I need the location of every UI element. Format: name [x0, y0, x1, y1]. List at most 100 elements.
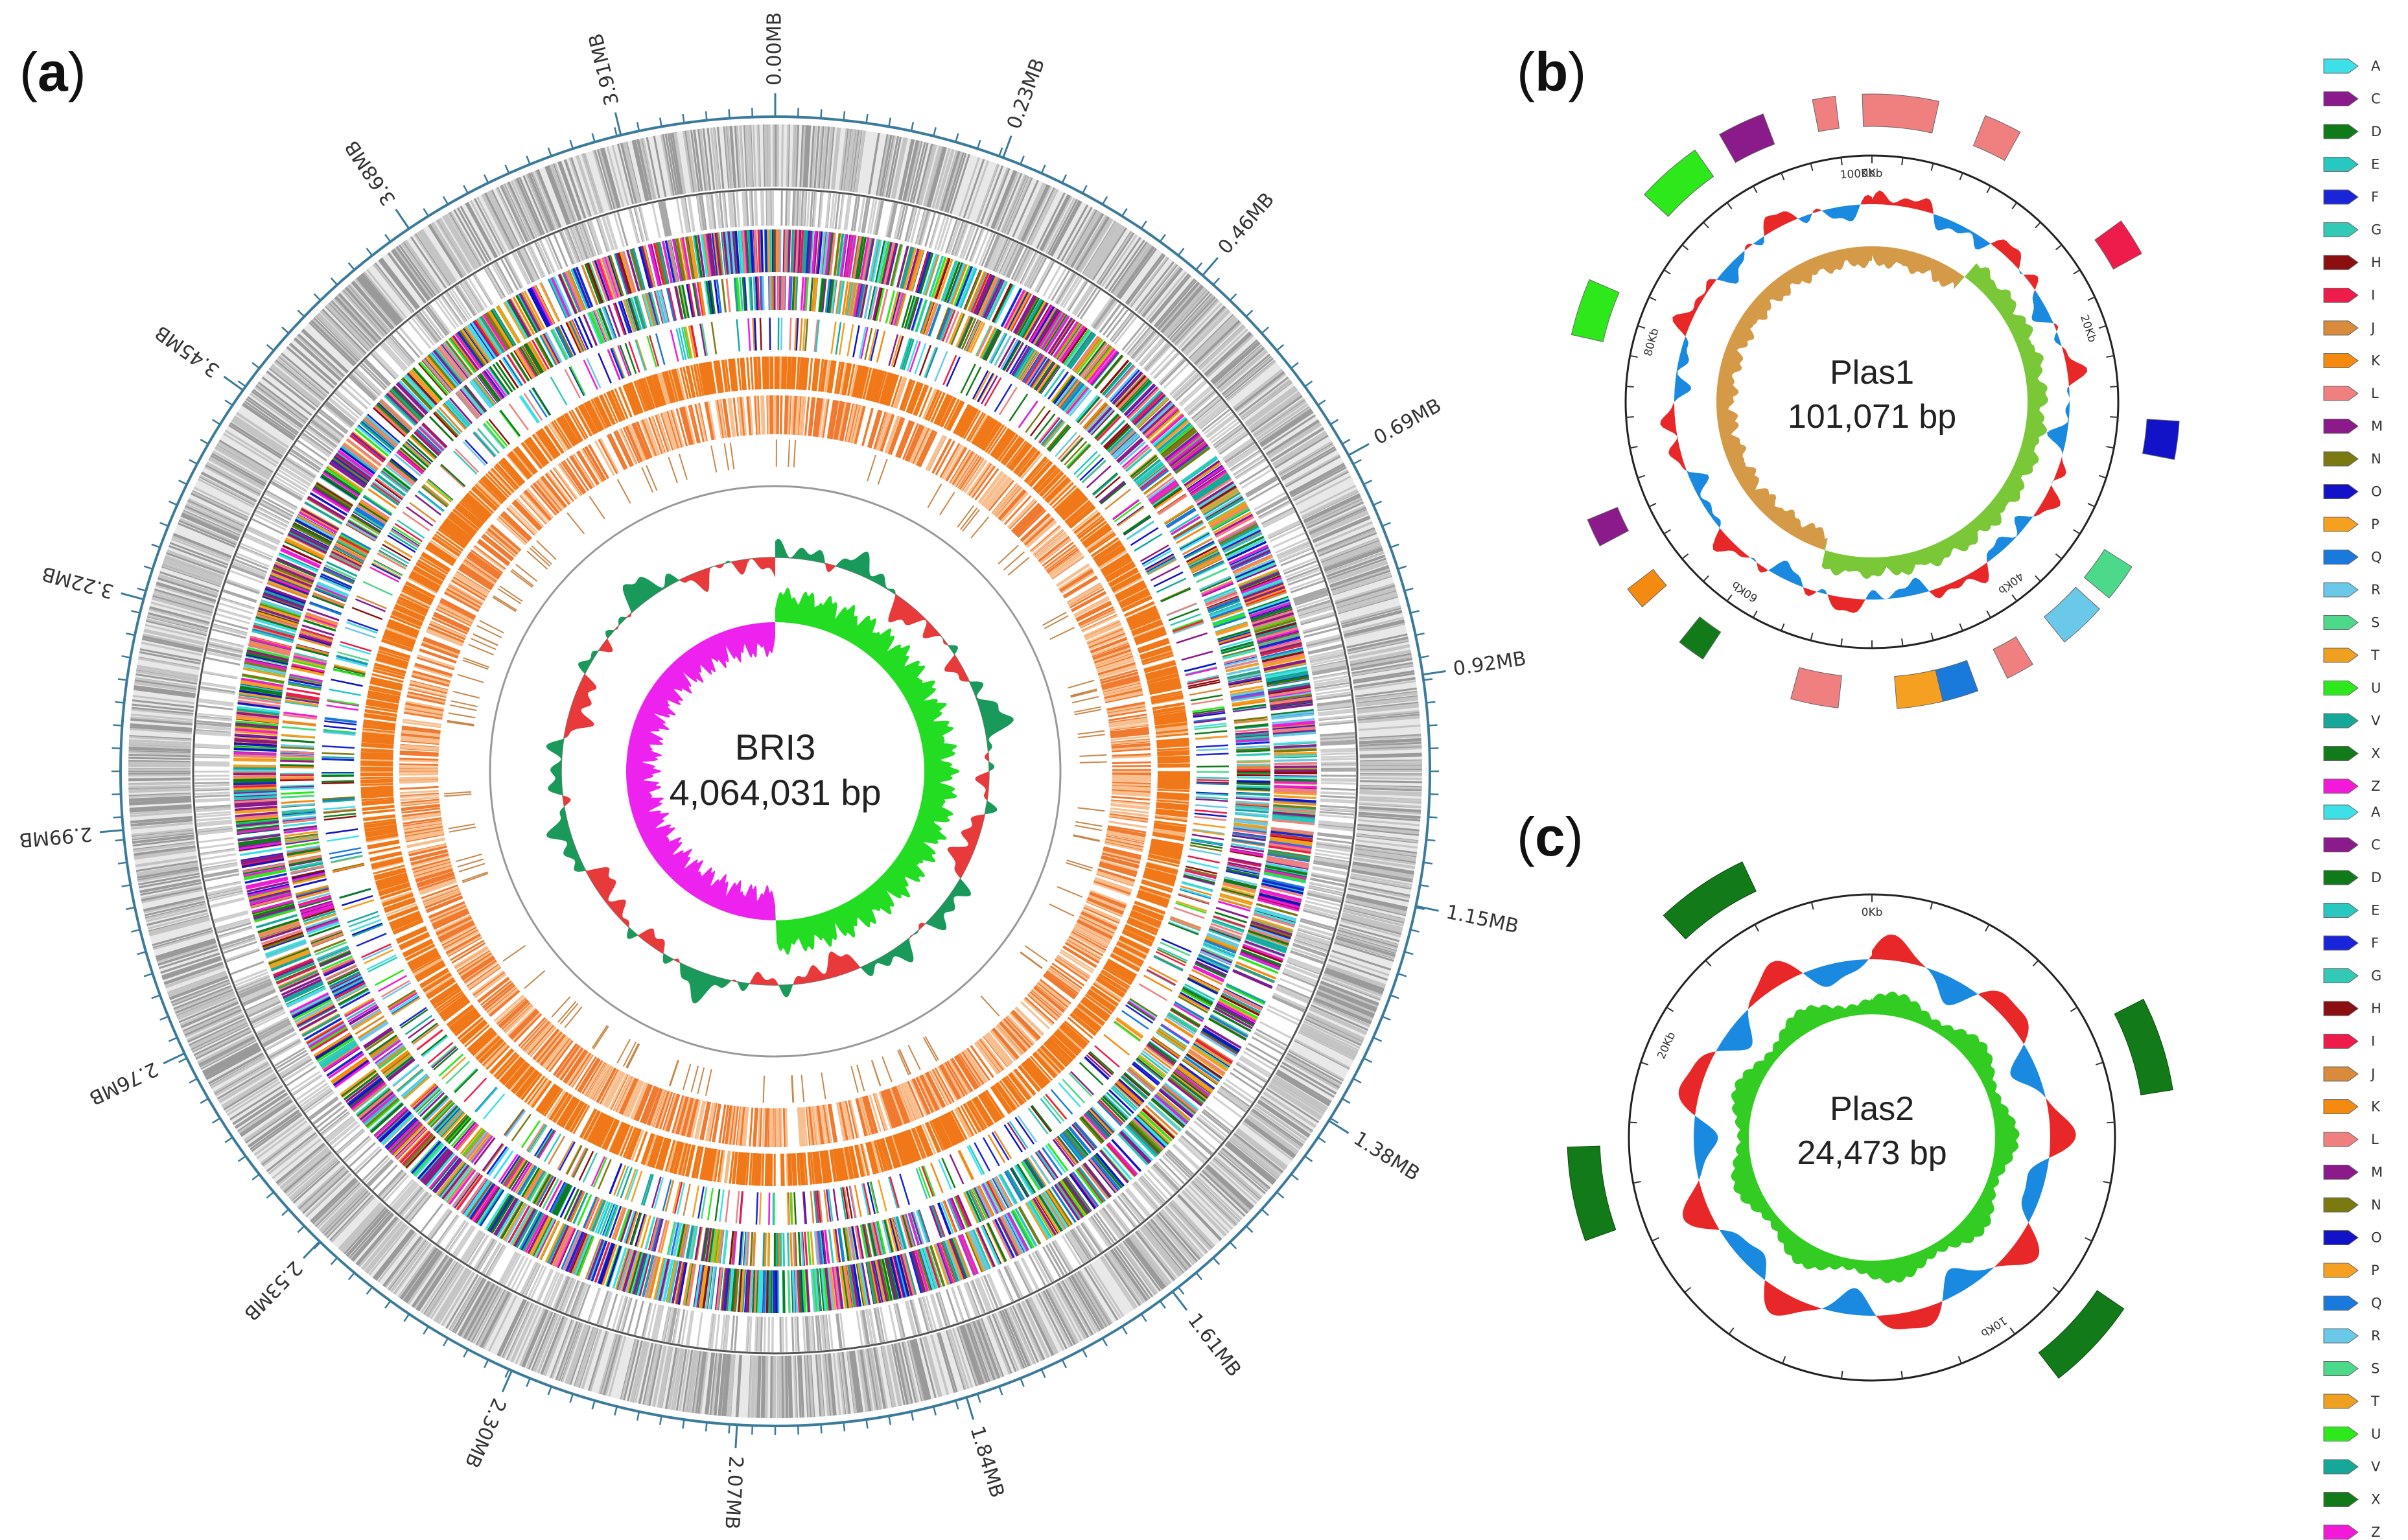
legend-arrow-s: [2323, 615, 2359, 630]
plasmid1-feature: [1812, 95, 1840, 132]
cog-ring-reverse-stripes: [281, 275, 1270, 1266]
cog-ring-forward-stripes: [233, 229, 1317, 1313]
legend-arrow-e: [2323, 157, 2359, 172]
cog-ring-rna-stripes: [326, 318, 1217, 1225]
cog-legend-top: A C D E F G H I J K L M N O P Q R S T U V XZ: [2323, 58, 2383, 794]
legend-label-g: G: [2371, 222, 2381, 238]
cog-ring-rna-stripes: [340, 325, 1229, 1225]
legend-label-a: A: [2371, 804, 2381, 820]
chromosome-size: 4,064,031 bp: [670, 772, 882, 813]
gc-skew-positive: [775, 587, 960, 955]
legend-arrow-k: [2323, 1099, 2359, 1114]
cog-ring-rna-stripes: [321, 342, 1228, 1093]
legend-label-n: N: [2371, 451, 2381, 467]
legend-arrow-i: [2323, 288, 2359, 303]
legend-arrow-d: [2323, 124, 2359, 139]
legend-label-q: Q: [2371, 1296, 2382, 1311]
plasmid1-feature: [1993, 636, 2033, 679]
cog-ring-reverse: [279, 275, 1271, 1267]
plasmid2-name: Plas2: [1830, 1090, 1914, 1128]
legend-label-h: H: [2371, 255, 2381, 270]
legend-arrow-l: [2323, 1132, 2359, 1147]
plasmid1-feature: [1627, 568, 1667, 608]
legend-arrow-o: [2323, 1230, 2359, 1245]
legend-arrow-r: [2323, 1328, 2359, 1344]
plasmid1-feature: [1862, 93, 1940, 134]
plasmid1-feature: [2083, 549, 2133, 599]
chromosome-map: 0.00MB0.23MB0.46MB0.69MB0.92MB1.15MB1.38…: [18, 12, 1528, 1530]
plasmid2-feature: [2038, 1290, 2125, 1379]
panel-c-label: (c): [1517, 806, 1584, 867]
legend-label-i: I: [2371, 288, 2375, 303]
orange-ring-outer: [360, 356, 1191, 1187]
legend-arrow-g: [2323, 222, 2359, 237]
plasmid1-feature: [1894, 669, 1944, 709]
gray-ring-outer-stripes: [128, 124, 1423, 1419]
legend-arrow-d: [2323, 870, 2359, 885]
cog-legend-bottom: A C D E F G H I J K L M N O P Q R S T U V XZ: [2323, 804, 2383, 1540]
legend-arrow-o: [2323, 484, 2359, 499]
legend-label-r: R: [2371, 1328, 2381, 1344]
legend-label-f: F: [2371, 935, 2379, 951]
legend-arrow-h: [2323, 255, 2359, 270]
legend-label-l: L: [2371, 386, 2379, 401]
cog-ring-rna-stripes: [334, 318, 1228, 1225]
legend-label-l: L: [2371, 1132, 2379, 1147]
plasmid2-feature: [1567, 1145, 1617, 1241]
legend-label-o: O: [2371, 1230, 2382, 1246]
legend-arrow-t: [2323, 648, 2359, 663]
legend-arrow-c: [2323, 91, 2359, 106]
legend-label-v: V: [2371, 713, 2381, 729]
legend-label-o: O: [2371, 484, 2382, 500]
legend-label-v: V: [2371, 1459, 2381, 1475]
legend-label-x: X: [2371, 746, 2380, 762]
panel-b-label: (b): [1517, 41, 1586, 102]
legend-arrow-x: [2323, 746, 2359, 761]
legend-arrow-s: [2323, 1361, 2359, 1376]
legend-label-p: P: [2371, 1263, 2379, 1278]
legend-label-j: J: [2370, 1066, 2375, 1082]
legend-arrow-p: [2323, 1263, 2359, 1278]
legend-label-e: E: [2371, 903, 2379, 918]
cog-ring-rna: [321, 317, 1230, 1226]
legend-arrow-u: [2323, 1427, 2359, 1441]
tick-label: 2.07MB: [720, 1455, 747, 1530]
legend-arrow-k: [2323, 353, 2359, 368]
plasmid2-size: 24,473 bp: [1797, 1134, 1946, 1172]
legend-arrow-n: [2323, 1197, 2359, 1213]
legend-arrow-e: [2323, 903, 2359, 918]
legend-arrow-g: [2323, 968, 2359, 983]
major-ticks: [100, 93, 1446, 1449]
legend-arrow-h: [2323, 1001, 2359, 1016]
gray-ring-divider: [192, 188, 1359, 1355]
guide-circle: [489, 485, 1062, 1058]
legend-label-z: Z: [2371, 1524, 2380, 1540]
legend-label-q: Q: [2371, 550, 2382, 565]
legend-arrow-a: [2323, 804, 2359, 820]
legend-label-k: K: [2371, 353, 2381, 369]
legend-label-c: C: [2371, 837, 2381, 853]
legend-arrow-x: [2323, 1492, 2359, 1507]
legend-label-u: U: [2371, 1427, 2381, 1442]
plasmid1-feature: [2142, 419, 2180, 460]
plasmid1-feature: [1719, 113, 1775, 163]
legend-label-p: P: [2371, 517, 2379, 532]
plasmid1-feature: [1643, 149, 1714, 217]
legend-label-k: K: [2371, 1099, 2381, 1115]
legend-arrow-c: [2323, 837, 2359, 852]
legend-arrow-v: [2323, 1459, 2359, 1475]
gray-ring-inner: [194, 190, 1357, 1353]
legend-arrow-q: [2323, 1296, 2359, 1311]
legend-arrow-n: [2323, 451, 2359, 467]
cog-ring-rna-stripes: [333, 318, 1212, 1217]
plasmid1-feature: [1790, 667, 1842, 708]
tick-label: 0.00MB: [764, 12, 786, 86]
plasmid2-kb-label: 0Kb: [1862, 906, 1883, 919]
cog-ring-reverse-stripes: [280, 275, 1269, 1266]
legend-label-z: Z: [2371, 778, 2380, 794]
legend-label-f: F: [2371, 189, 2379, 205]
legend-label-m: M: [2371, 1165, 2383, 1180]
plasmid1-feature: [2094, 220, 2142, 270]
legend-arrow-j: [2323, 320, 2359, 336]
